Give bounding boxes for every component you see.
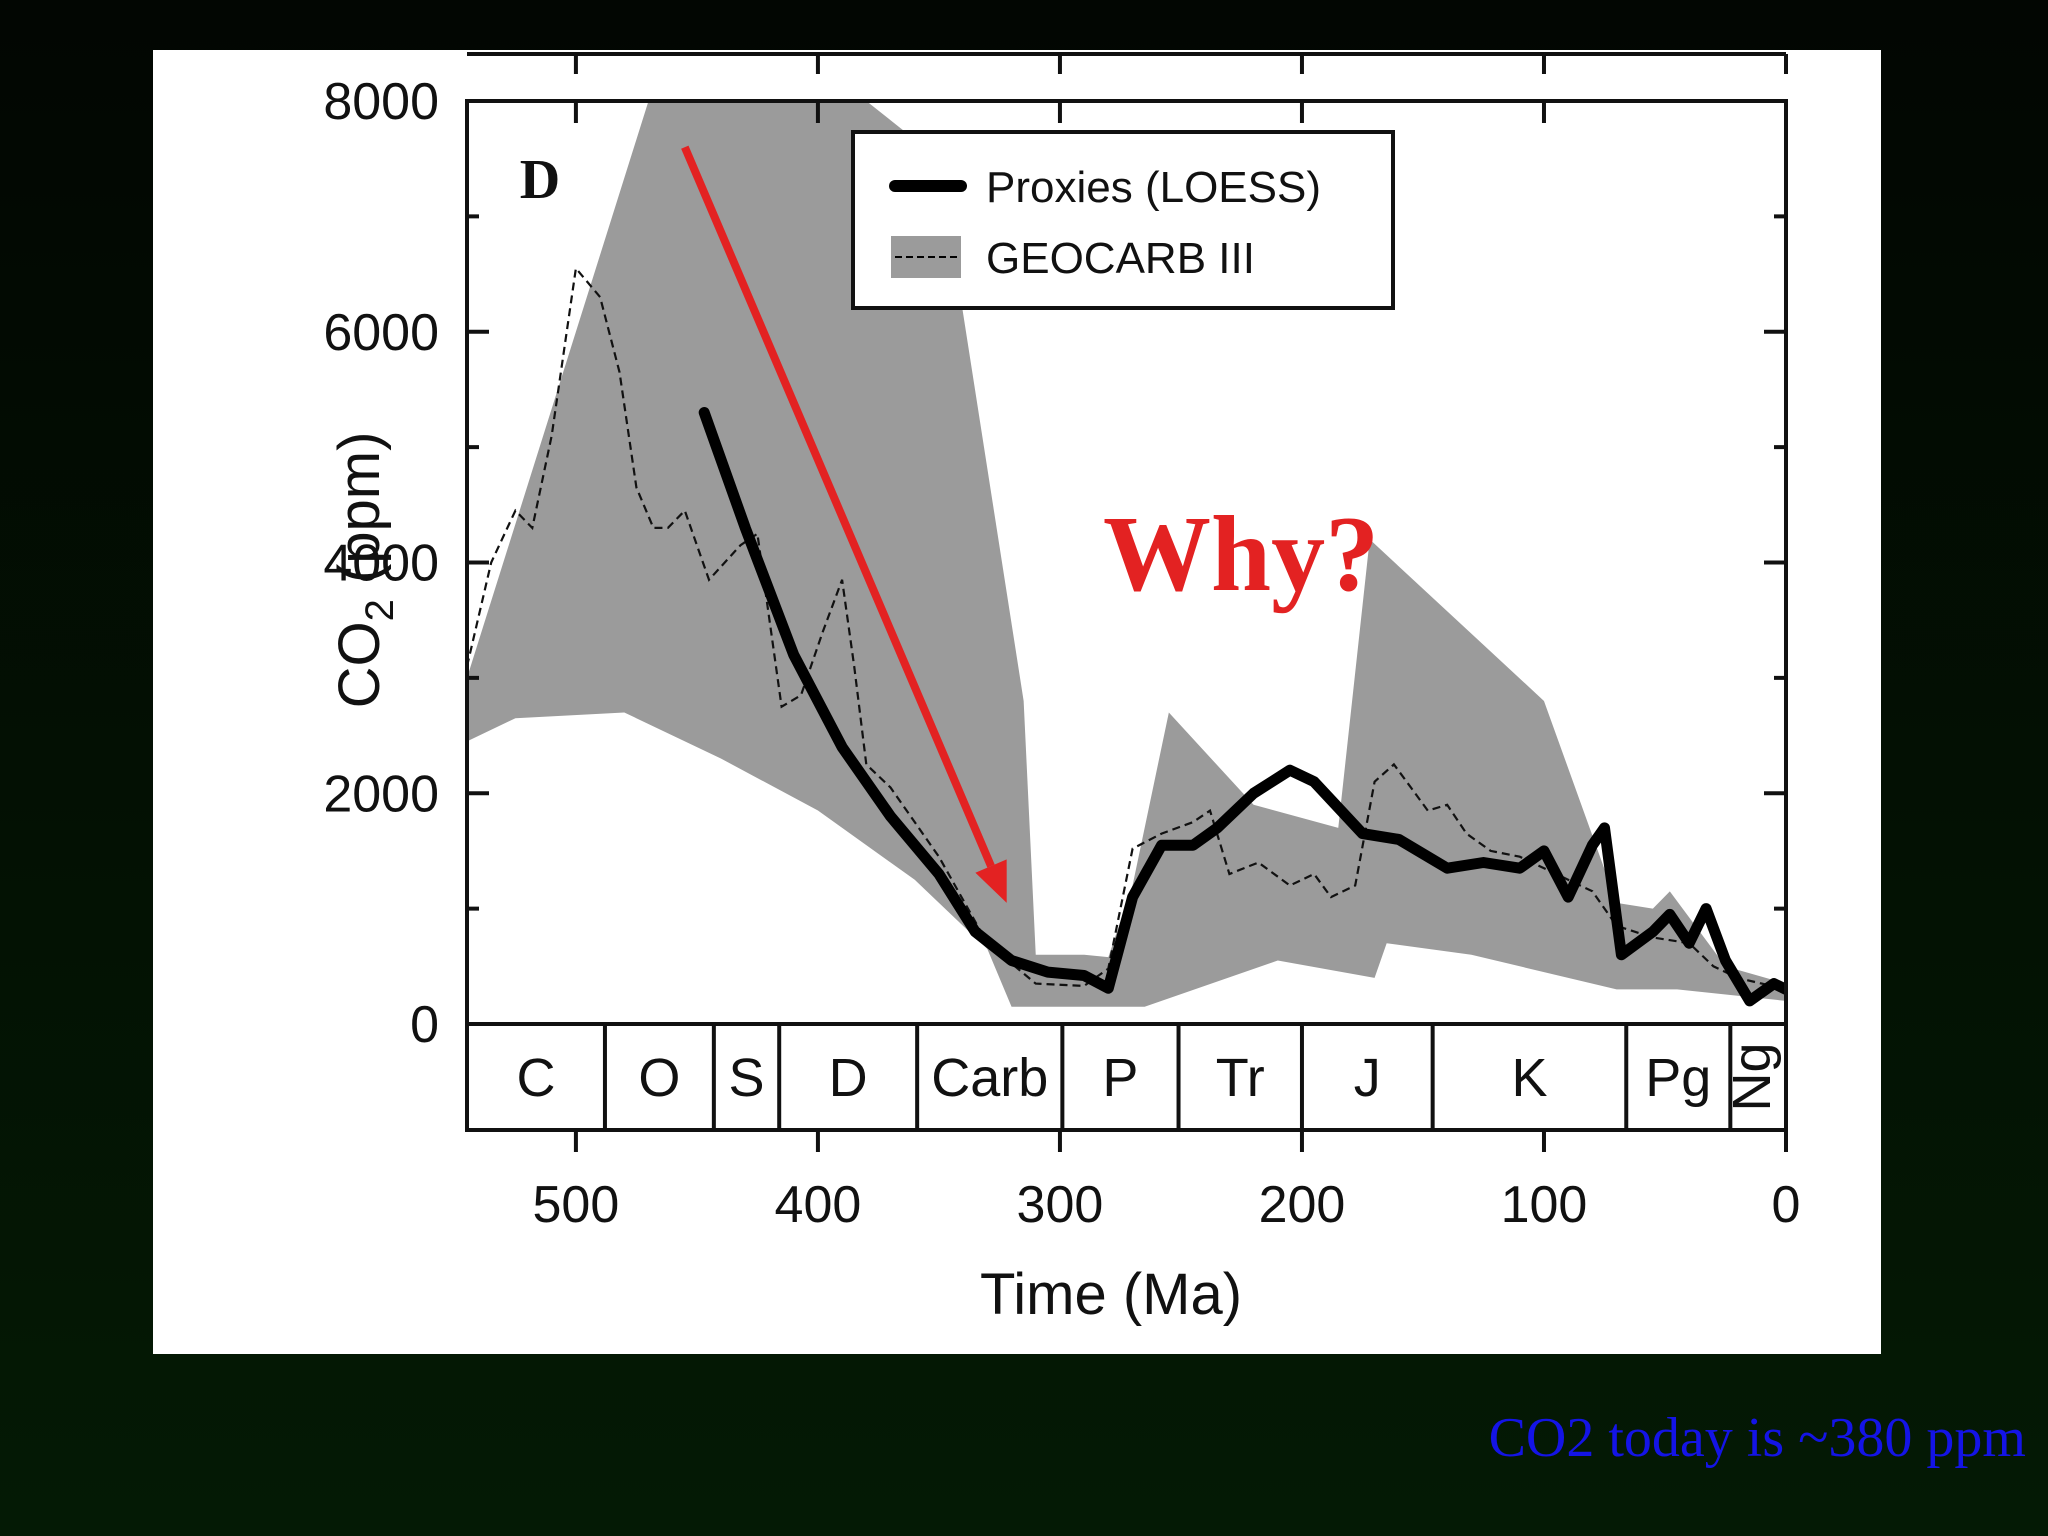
legend: Proxies (LOESS) GEOCARB III [851, 130, 1395, 310]
x-tick-label: 500 [533, 1176, 620, 1234]
y-tick-label: 4000 [323, 535, 439, 593]
red-arrow-shaft [681, 145, 995, 868]
panel-letter-box [495, 134, 585, 222]
period-label-s: S [729, 1048, 765, 1108]
y-tick-label: 0 [410, 996, 439, 1054]
period-label-ng: Ng [1722, 1042, 1782, 1111]
period-label-o: O [638, 1048, 680, 1108]
period-label-p: P [1102, 1048, 1138, 1108]
period-label-j: J [1354, 1048, 1381, 1108]
y-tick-label: 8000 [323, 73, 439, 131]
periods-strip [465, 1022, 1788, 1132]
footnote-co2-today: CO2 today is ~380 ppm [1488, 1407, 2026, 1469]
x-tick-label: 100 [1501, 1176, 1588, 1234]
period-label-c: C [516, 1048, 555, 1108]
legend-swatch-geocarb-band [891, 236, 961, 278]
arrow-layer [681, 145, 1007, 903]
geologic-periods-layer: C O S D Carb P Tr J K Pg Ng [465, 1022, 1788, 1132]
uncertainty-band-layer [467, 101, 1786, 1007]
geocarb-uncertainty-band [467, 101, 1786, 1007]
red-arrow-head [975, 859, 1007, 903]
y-axis-title-main: CO [327, 621, 392, 708]
figure-panel: 500 400 300 200 100 0 0 2000 4000 6000 8000 C O S D Ca… [153, 50, 1881, 1354]
period-label-d: D [829, 1048, 868, 1108]
x-tick-label: 200 [1259, 1176, 1346, 1234]
y-axis-title: CO2 (ppm) [327, 432, 402, 709]
legend-label-proxies: Proxies (LOESS) [986, 163, 1321, 212]
legend-box [851, 130, 1395, 310]
y-axis-title-subscript: 2 [358, 599, 402, 621]
panel-letter: D [520, 149, 560, 211]
axes-layer: 500 400 300 200 100 0 0 2000 4000 6000 8000 [323, 52, 1801, 1234]
x-tick-label: 0 [1772, 1176, 1801, 1234]
period-label-pg: Pg [1645, 1048, 1711, 1108]
y-tick-label: 2000 [323, 765, 439, 823]
y-axis-title-units: (ppm) [327, 432, 392, 600]
series-geocarb-iii-line [467, 265, 1786, 991]
period-label-k: K [1511, 1048, 1547, 1108]
series-proxies-loess-line [698, 407, 1786, 1007]
period-label-carb: Carb [931, 1048, 1048, 1108]
x-tick-label: 400 [775, 1176, 862, 1234]
period-label-tr: Tr [1216, 1048, 1265, 1108]
legend-label-geocarb: GEOCARB III [986, 234, 1255, 283]
y-tick-label: 6000 [323, 304, 439, 362]
why-annotation: Why? [1103, 495, 1379, 614]
x-tick-label: 300 [1017, 1176, 1104, 1234]
x-axis-title: Time (Ma) [980, 1262, 1242, 1327]
series-layer [467, 265, 1786, 1007]
